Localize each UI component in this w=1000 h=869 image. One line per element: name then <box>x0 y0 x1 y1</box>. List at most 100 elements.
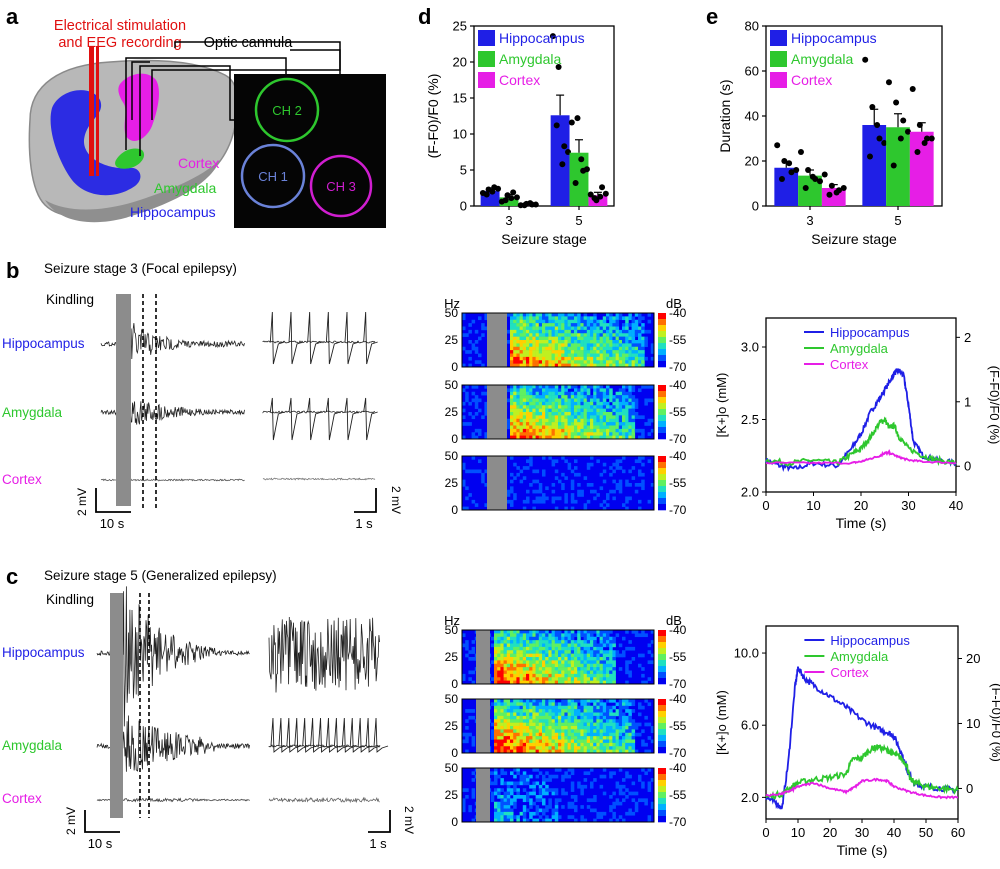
spectrogram-cell <box>570 805 575 809</box>
spectrogram-cell <box>526 401 530 406</box>
spectrogram-cell <box>551 395 556 399</box>
spectrogram-cell <box>551 408 556 413</box>
spectrogram-cell <box>494 746 498 750</box>
spectrogram-cell <box>577 343 581 348</box>
spectrogram-cell <box>542 719 546 723</box>
spectrogram-cell <box>551 391 556 396</box>
spectrogram-cell <box>538 428 543 433</box>
spectrogram-cell <box>561 360 565 364</box>
spectrogram-cell <box>567 412 572 416</box>
spectrogram-cell <box>590 640 594 644</box>
spectrogram-cell <box>494 729 498 734</box>
spectrogram-cell <box>618 343 623 348</box>
spectrogram-cell <box>612 496 616 501</box>
spectrogram-cell <box>567 385 572 389</box>
spectrogram-cell <box>538 316 543 321</box>
spectrogram-cell <box>519 673 524 678</box>
spectrogram-cell <box>641 680 645 685</box>
spectrogram-cell <box>510 732 514 737</box>
panel-label-c: c <box>6 564 18 589</box>
spectrogram-cell <box>580 329 584 334</box>
spectrogram-cell <box>538 346 543 351</box>
spectrogram-cell <box>526 415 530 420</box>
spectrogram-cell <box>570 483 575 487</box>
spectrogram-cell <box>497 811 501 816</box>
spectrogram-cell <box>583 391 588 396</box>
spectrogram-cell <box>580 746 584 750</box>
channel-label-ch3: CH 3 <box>326 179 356 194</box>
spectrogram-cell <box>567 633 572 638</box>
spectrogram-cell <box>615 712 620 717</box>
spectrogram-cell <box>548 680 552 685</box>
spectrogram-cell <box>526 391 530 396</box>
spectrogram-cell <box>583 784 588 789</box>
spectrogram-cell <box>615 746 620 750</box>
x-tick-label: 20 <box>854 498 868 513</box>
spectrogram-cell <box>465 709 469 713</box>
spectrogram-cell <box>590 712 594 717</box>
spectrogram-cell <box>574 343 578 348</box>
spectrogram-cell <box>593 353 597 358</box>
spectrogram-cell <box>599 363 604 368</box>
spectrogram-cell <box>558 435 562 440</box>
spectrogram-cell <box>618 418 623 423</box>
spectrogram-cell <box>561 388 565 393</box>
spectrogram-cell <box>612 746 616 750</box>
spectrogram-cell <box>551 412 556 416</box>
spectrogram-cell <box>567 356 572 361</box>
data-point <box>565 149 572 155</box>
spectrogram-cell <box>641 479 645 484</box>
spectrogram-cell <box>593 496 597 501</box>
spectrogram-cell <box>510 636 514 641</box>
spectrogram-cell <box>650 729 655 734</box>
spectrogram-cell <box>599 398 604 403</box>
spectrogram-cell <box>638 346 642 351</box>
spectrogram-cell <box>570 726 575 730</box>
spectrogram-cell <box>641 329 645 334</box>
spectrogram-cell <box>462 326 466 331</box>
zoom-trace-amygdala-spike <box>373 717 389 753</box>
x-tick-label: 30 <box>855 825 869 840</box>
spectrogram-cell <box>580 663 584 668</box>
spectrogram-cell <box>500 636 504 641</box>
spectrogram-cell <box>583 422 588 426</box>
spectrogram-cell <box>561 722 565 727</box>
spectrogram-cell <box>606 749 610 754</box>
spectrogram-cell <box>593 742 597 747</box>
spectrogram-cell <box>532 768 536 772</box>
spectrogram-cell <box>570 650 575 654</box>
spectrogram-cell <box>577 326 581 331</box>
spectrogram-cell <box>570 391 575 396</box>
spectrogram-cell <box>593 326 597 331</box>
spectrogram-cell <box>570 722 575 727</box>
spectrogram-cell <box>593 489 597 494</box>
spectrogram-cell <box>529 350 533 354</box>
spectrogram-cell <box>490 636 495 641</box>
spectrogram-cell <box>516 425 520 430</box>
spectrogram-cell <box>500 646 504 651</box>
spectrogram-cell <box>513 784 517 789</box>
spectrogram-cell <box>554 391 559 396</box>
spectrogram-cell <box>590 726 594 730</box>
spectrogram-cell <box>599 749 604 754</box>
spectrogram-cell <box>599 408 604 413</box>
x-tick-label: 10 <box>791 825 805 840</box>
spectrogram-cell <box>497 667 501 671</box>
spectrogram-cell <box>510 677 514 681</box>
spectrogram-cell <box>625 729 629 734</box>
spectrogram-cell <box>606 667 610 671</box>
spectrogram-cell <box>602 729 607 734</box>
spectrogram-cell <box>634 412 639 416</box>
spectrogram-cell <box>532 818 536 823</box>
spectrogram-cell <box>506 388 511 393</box>
spectrogram-cell <box>500 801 504 806</box>
spectrogram-cell <box>513 462 517 467</box>
spectrogram-cell <box>545 636 549 641</box>
spectrogram-cell <box>567 405 572 409</box>
spectrogram-cell <box>612 715 616 720</box>
spectrogram-cell <box>615 329 620 334</box>
spectrogram-cell <box>519 746 524 750</box>
spectrogram-cell <box>532 709 536 713</box>
spectrogram-cell <box>599 643 604 648</box>
spectrogram-cell <box>522 313 527 317</box>
